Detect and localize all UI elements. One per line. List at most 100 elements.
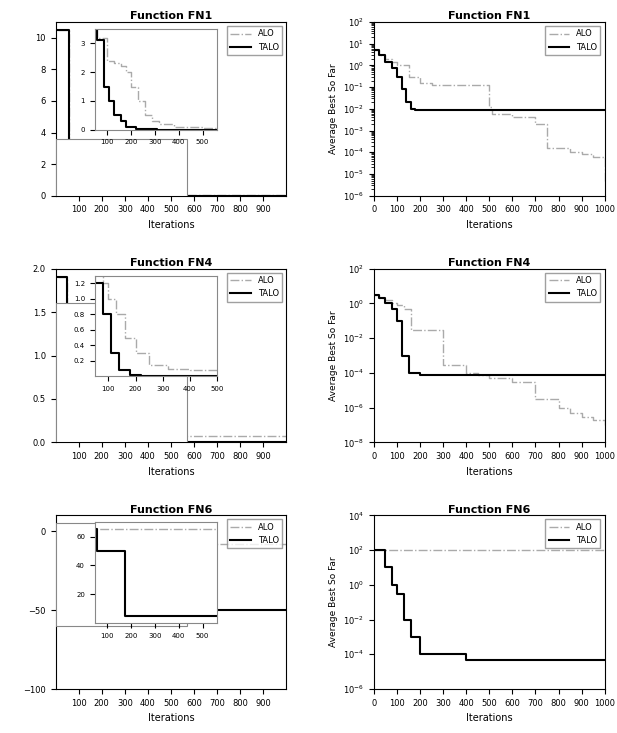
ALO [428,325,436,334]
TALO [92,605,99,614]
ALO [486,374,493,383]
ALO [578,412,586,421]
ALO [75,351,82,360]
TALO [65,142,73,151]
TALO [375,51,383,59]
TALO [84,431,91,440]
Line: TALO: TALO [58,277,286,442]
ALO [474,370,481,379]
ALO [578,150,586,159]
TALO [398,85,405,94]
Bar [56,303,187,442]
ALO [82,155,89,163]
ALO [486,103,493,111]
Title: Function FN4: Function FN4 [130,258,212,268]
ALO [283,432,290,441]
ALO [382,296,389,305]
X-axis label: Iterations: Iterations [466,713,513,723]
X-axis label: Iterations: Iterations [147,713,194,723]
ALO [382,54,389,63]
ALO [532,119,539,128]
ALO [544,144,551,153]
ALO [75,153,82,162]
TALO [463,655,470,664]
TALO [370,291,378,300]
TALO [370,545,378,554]
ALO [82,369,89,377]
Line: TALO: TALO [58,539,286,610]
TALO [393,73,400,81]
ALO [439,81,447,90]
TALO [54,534,62,543]
Line: TALO: TALO [374,51,605,110]
TALO [416,106,424,114]
ALO [555,144,562,153]
ALO [601,545,608,554]
X-axis label: Iterations: Iterations [466,220,513,230]
TALO [54,26,62,34]
ALO [382,545,389,554]
ALO [64,308,71,317]
ALO [65,141,73,150]
ALO [400,304,408,313]
ALO [375,51,383,59]
Y-axis label: Average Best So Far: Average Best So Far [329,64,337,154]
ALO [601,421,608,430]
Legend: ALO, TALO: ALO, TALO [227,520,282,548]
X-axis label: Iterations: Iterations [147,220,194,230]
ALO [532,395,539,404]
ALO [393,61,400,70]
Bar [56,523,187,626]
ALO [112,183,119,192]
ALO [283,190,290,199]
ALO [98,412,106,421]
TALO [375,294,383,303]
ALO [375,294,383,303]
Bar [56,139,187,196]
ALO [98,168,106,177]
ALO [589,152,597,161]
Title: Function FN1: Function FN1 [130,11,212,21]
ALO [428,81,436,90]
TALO [73,168,80,177]
TALO [283,605,290,614]
TALO [123,191,131,200]
TALO [102,438,110,446]
ALO [144,431,152,440]
ALO [139,190,147,199]
ALO [439,360,447,369]
TALO [402,98,410,107]
ALO [126,188,133,197]
ALO [370,46,378,55]
TALO [389,581,396,589]
ALO [167,190,175,199]
Y-axis label: Average Best So Far: Average Best So Far [329,557,337,647]
TALO [382,563,389,572]
X-axis label: Iterations: Iterations [147,467,194,476]
TALO [416,650,424,659]
TALO [77,175,85,184]
ALO [54,539,62,548]
ALO [54,273,62,281]
TALO [412,106,419,114]
TALO [393,317,400,325]
ALO [70,334,78,342]
TALO [370,46,378,55]
TALO [82,183,89,192]
ALO [126,430,133,438]
TALO [508,655,516,664]
Line: ALO: ALO [58,277,286,436]
ALO [566,408,574,417]
ALO [601,176,608,185]
ALO [463,369,470,377]
ALO [508,113,516,122]
X-axis label: Iterations: Iterations [466,467,513,476]
ALO [167,432,175,441]
TALO [389,63,396,72]
ALO [109,425,117,434]
TALO [179,605,186,614]
Legend: ALO, TALO: ALO, TALO [227,26,282,55]
ALO [451,81,458,90]
Legend: ALO, TALO: ALO, TALO [545,273,600,302]
ALO [389,299,396,308]
